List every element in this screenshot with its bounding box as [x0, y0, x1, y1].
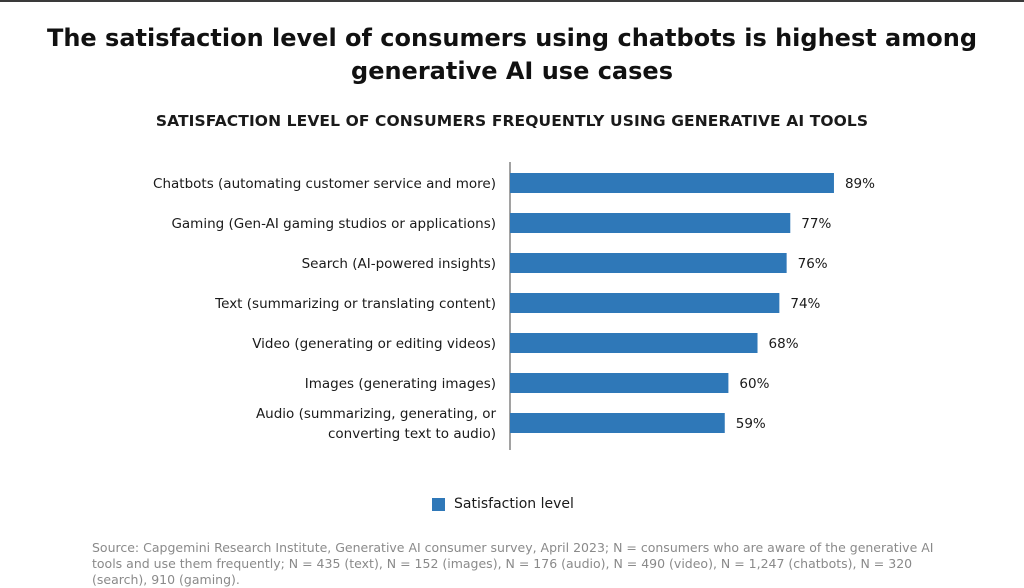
value-label: 74%	[790, 296, 820, 312]
source-note: Source: Capgemini Research Institute, Ge…	[92, 540, 934, 587]
legend-label: Satisfaction level	[454, 496, 574, 512]
category-label: Audio (summarizing, generating, or	[256, 406, 497, 422]
bar	[510, 413, 725, 433]
value-label: 76%	[798, 256, 828, 272]
value-label: 89%	[845, 176, 875, 192]
category-label: Search (AI-powered insights)	[302, 256, 496, 272]
value-label: 59%	[736, 416, 766, 432]
category-label: Gaming (Gen-AI gaming studios or applica…	[171, 216, 496, 232]
category-label: converting text to audio)	[328, 426, 496, 442]
bar	[510, 213, 791, 233]
category-label: Chatbots (automating customer service an…	[153, 176, 496, 192]
top-border	[0, 0, 1024, 2]
value-label: 77%	[801, 216, 831, 232]
category-label: Text (summarizing or translating content…	[214, 296, 496, 312]
bar	[510, 253, 787, 273]
page-title: The satisfaction level of consumers usin…	[40, 22, 984, 88]
value-label: 68%	[769, 336, 799, 352]
bar	[510, 293, 780, 313]
category-label: Images (generating images)	[305, 376, 496, 392]
legend: Satisfaction level	[432, 494, 574, 514]
bar	[510, 173, 834, 193]
bar-chart: 89% Chatbots (automating customer service…	[153, 162, 875, 450]
category-label: Video (generating or editing videos)	[252, 336, 496, 352]
value-label: 60%	[739, 376, 769, 392]
bar	[510, 373, 729, 393]
chart-title: SATISFACTION LEVEL OF CONSUMERS FREQUENT…	[155, 112, 869, 130]
legend-swatch	[432, 497, 445, 511]
title-line-2: generative AI use cases	[351, 57, 673, 85]
bar	[510, 333, 758, 353]
title-line-1: The satisfaction level of consumers usin…	[46, 24, 978, 52]
